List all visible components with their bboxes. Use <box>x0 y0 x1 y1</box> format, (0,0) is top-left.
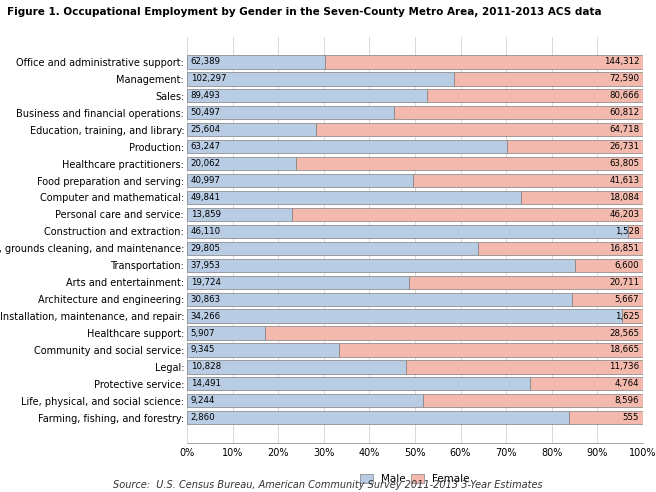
Bar <box>187 208 292 221</box>
Text: 5,907: 5,907 <box>191 329 215 338</box>
Text: 555: 555 <box>623 413 639 422</box>
Text: 20,711: 20,711 <box>609 277 639 287</box>
Bar <box>522 191 643 204</box>
Bar <box>187 309 623 323</box>
Text: 62,389: 62,389 <box>191 58 220 66</box>
Bar <box>187 411 569 424</box>
Text: 29,805: 29,805 <box>191 244 220 253</box>
Bar <box>187 106 394 120</box>
Text: 49,841: 49,841 <box>191 193 220 202</box>
Text: 6,600: 6,600 <box>615 261 639 270</box>
Text: 9,345: 9,345 <box>191 345 215 354</box>
Bar <box>187 276 409 289</box>
Text: 41,613: 41,613 <box>609 176 639 185</box>
Bar <box>187 191 522 204</box>
Text: 40,997: 40,997 <box>191 176 220 185</box>
Text: 30,863: 30,863 <box>191 295 220 304</box>
Text: 25,604: 25,604 <box>191 125 220 134</box>
Text: 72,590: 72,590 <box>609 74 639 84</box>
Text: 64,718: 64,718 <box>609 125 639 134</box>
Text: 1,625: 1,625 <box>615 311 639 321</box>
Text: 1,528: 1,528 <box>615 227 639 236</box>
Bar <box>423 394 643 407</box>
Text: 18,665: 18,665 <box>609 345 639 354</box>
Bar <box>187 157 296 170</box>
Bar <box>187 225 628 238</box>
Bar <box>187 343 339 357</box>
Text: 10,828: 10,828 <box>191 363 220 371</box>
Text: 46,203: 46,203 <box>609 210 639 219</box>
Text: 18,084: 18,084 <box>609 193 639 202</box>
Bar <box>187 89 427 102</box>
Text: 13,859: 13,859 <box>191 210 220 219</box>
Text: 11,736: 11,736 <box>609 363 639 371</box>
Bar <box>394 106 643 120</box>
Text: 4,764: 4,764 <box>615 379 639 388</box>
Text: 19,724: 19,724 <box>191 277 220 287</box>
Bar <box>187 360 406 373</box>
Text: 60,812: 60,812 <box>609 108 639 117</box>
Bar <box>187 259 575 272</box>
Text: 9,244: 9,244 <box>191 396 215 405</box>
Bar <box>187 394 423 407</box>
Text: 144,312: 144,312 <box>604 58 639 66</box>
Bar <box>508 140 643 154</box>
Bar <box>187 140 508 154</box>
Text: 16,851: 16,851 <box>609 244 639 253</box>
Text: Figure 1. Occupational Employment by Gender in the Seven-County Metro Area, 2011: Figure 1. Occupational Employment by Gen… <box>7 7 601 17</box>
Text: 26,731: 26,731 <box>609 142 639 151</box>
Bar <box>187 55 325 68</box>
Text: 28,565: 28,565 <box>609 329 639 338</box>
Text: 20,062: 20,062 <box>191 159 220 168</box>
Bar <box>575 259 643 272</box>
Bar <box>569 411 643 424</box>
Text: 46,110: 46,110 <box>191 227 220 236</box>
Bar <box>187 174 413 187</box>
Bar <box>572 293 643 306</box>
Text: 80,666: 80,666 <box>609 92 639 100</box>
Text: 14,491: 14,491 <box>191 379 220 388</box>
Bar <box>454 72 643 86</box>
Bar <box>187 123 316 136</box>
Text: 63,805: 63,805 <box>609 159 639 168</box>
Bar <box>187 326 265 339</box>
Bar <box>409 276 643 289</box>
Bar <box>427 89 643 102</box>
Text: 50,497: 50,497 <box>191 108 220 117</box>
Text: 63,247: 63,247 <box>191 142 220 151</box>
Text: 5,667: 5,667 <box>615 295 639 304</box>
Bar <box>339 343 643 357</box>
Bar <box>265 326 643 339</box>
Bar <box>187 242 478 255</box>
Bar <box>187 72 454 86</box>
Text: Source:  U.S. Census Bureau, American Community Survey 2011-2013 3-Year Estimate: Source: U.S. Census Bureau, American Com… <box>113 480 543 490</box>
Legend: Male, Female: Male, Female <box>360 474 470 485</box>
Bar <box>187 293 572 306</box>
Bar <box>325 55 643 68</box>
Bar <box>292 208 643 221</box>
Text: 2,860: 2,860 <box>191 413 215 422</box>
Bar <box>628 225 643 238</box>
Text: 34,266: 34,266 <box>191 311 220 321</box>
Text: 89,493: 89,493 <box>191 92 220 100</box>
Text: 102,297: 102,297 <box>191 74 226 84</box>
Bar <box>413 174 643 187</box>
Bar <box>406 360 643 373</box>
Text: 8,596: 8,596 <box>615 396 639 405</box>
Bar <box>316 123 643 136</box>
Bar <box>623 309 643 323</box>
Bar <box>296 157 643 170</box>
Bar <box>187 377 530 391</box>
Text: 37,953: 37,953 <box>191 261 220 270</box>
Bar <box>478 242 643 255</box>
Bar <box>530 377 643 391</box>
